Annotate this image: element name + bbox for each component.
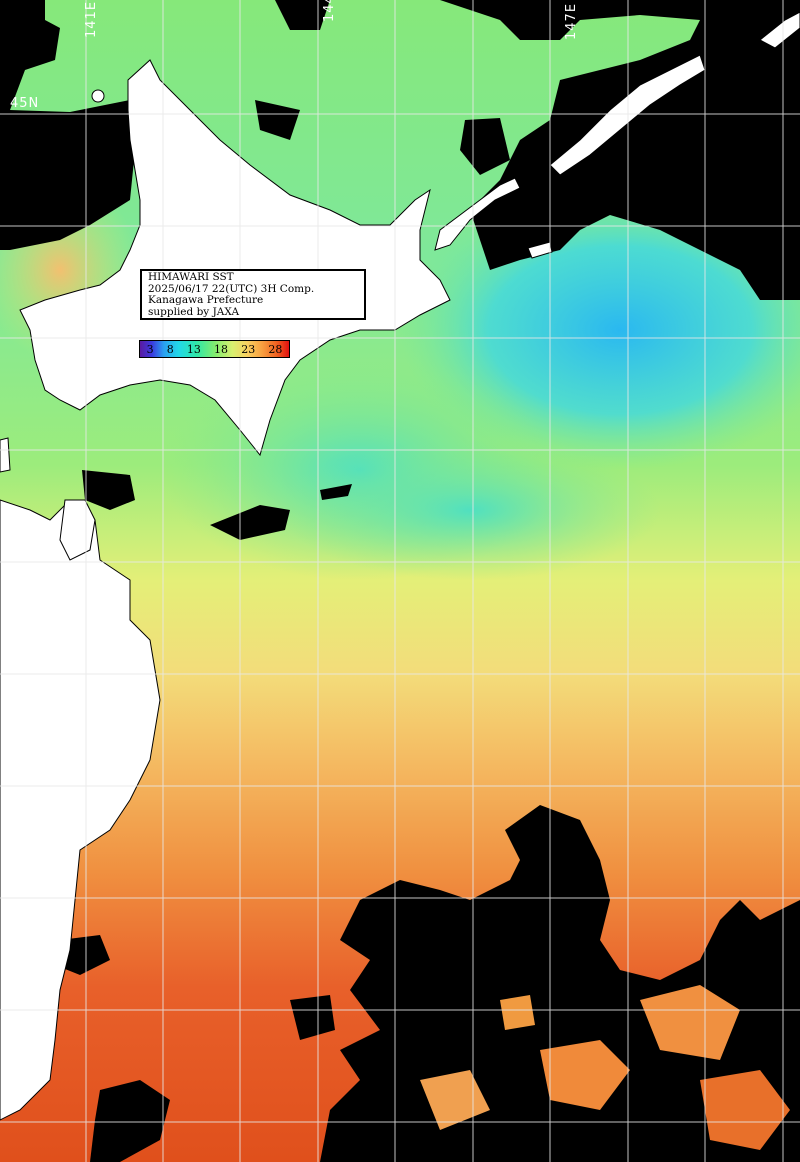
okushiri-island [0,437,11,473]
legend-tick: 3 [146,342,154,356]
legend-tick: 13 [186,342,201,356]
info-box: HIMAWARI SST 2025/06/17 22(UTC) 3H Comp.… [140,269,366,320]
lon-label-147e: 147E [564,2,579,40]
legend-tick: 8 [166,342,174,356]
no-data-cloud-south-c [290,995,335,1040]
lat-label-45n: 45N [10,96,40,111]
no-data-northeast [440,0,800,300]
no-data-cloud-2 [255,100,300,140]
shikotan-island [527,241,553,259]
cool-eddy [280,440,660,580]
lon-label-141e: 141E [84,0,99,38]
rishiri-island [91,89,105,103]
legend-tick: 28 [268,342,283,356]
no-data-cloud-3 [210,505,290,540]
warm-patch-2 [640,985,740,1060]
legend-tick: 18 [214,342,229,356]
no-data-cloud-5 [82,470,135,510]
lon-label-144e: 144E [322,0,337,22]
no-data-north [275,0,330,30]
warm-patch-1 [540,1040,630,1110]
warm-patch-5 [500,995,535,1030]
color-scale-legend: 3 8 13 18 23 28 [139,340,290,358]
no-data-cloud-4 [320,484,352,500]
no-data-south [320,805,800,1162]
warm-patch-3 [700,1070,790,1150]
info-datetime: 2025/06/17 22(UTC) 3H Comp. [148,282,315,295]
info-prefecture: Kanagawa Prefecture [148,294,264,306]
info-title: HIMAWARI SST [148,271,234,283]
no-data-northwest [0,0,135,250]
no-data-cloud-south-w [90,1080,170,1162]
legend-tick: 23 [241,342,256,356]
hokkaido-land [19,59,451,457]
info-supplier: supplied by JAXA [148,305,240,318]
urup-island [759,11,800,49]
